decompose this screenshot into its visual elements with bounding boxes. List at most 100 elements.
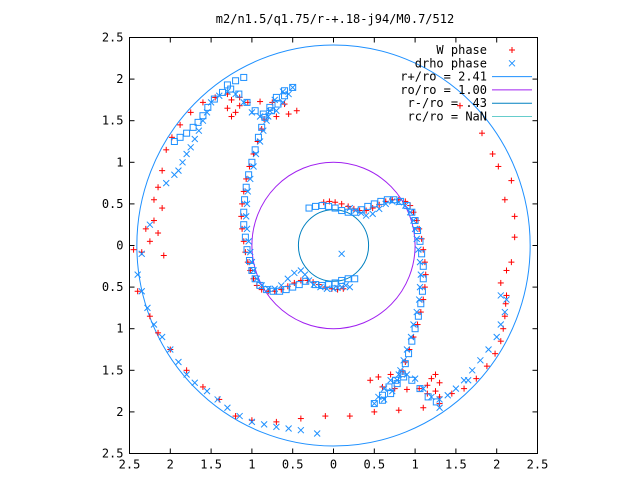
point-1-12 [284,275,292,283]
point-2-30 [256,281,264,289]
point-0-138 [346,413,353,420]
point-2-88 [392,376,400,384]
point-1-97 [415,296,423,303]
point-1-108 [375,393,382,401]
point-2-64 [183,129,191,137]
point-0-62 [489,150,496,157]
point-0-37 [424,382,431,389]
point-1-0 [346,283,354,291]
point-1-26 [246,175,254,183]
point-2-33 [245,256,253,264]
point-0-17 [416,225,423,232]
point-0-45 [461,385,468,392]
point-0-24 [417,309,424,316]
point-0-90 [246,163,253,170]
point-1-49 [195,127,203,135]
point-2-38 [241,196,249,204]
point-0-25 [414,321,421,328]
point-0-47 [483,363,490,370]
point-1-53 [179,158,186,166]
point-2-35 [241,233,249,241]
point-2-39 [242,183,250,191]
point-1-35 [289,84,297,91]
point-1-27 [250,163,257,170]
point-2-44 [258,123,266,131]
point-2-68 [411,217,419,225]
point-2-6 [344,208,352,216]
point-0-63 [479,130,486,137]
y-tick-label-9: 2 [116,72,123,86]
point-2-77 [411,325,419,333]
point-2-19 [331,279,339,287]
point-0-83 [242,249,249,256]
point-1-123 [493,333,501,341]
point-2-92 [424,393,432,401]
point-1-60 [138,287,146,295]
point-0-23 [420,296,427,303]
point-2-24 [295,281,303,289]
y-tick-label-5: 0 [116,239,123,253]
point-2-16 [312,281,320,289]
point-0-125 [130,246,137,253]
point-2-29 [263,286,271,294]
point-0-131 [199,383,206,390]
point-1-94 [416,258,424,266]
point-1-128 [436,404,443,412]
point-2-63 [189,123,197,131]
x-tick-label-6: 0.5 [363,458,385,472]
x-axis-ticks: 2.5 2 1.5 1 0.5 0 0.5 1 1.5 2 2.5 [119,37,548,472]
point-0-130 [183,367,190,374]
point-2-95 [232,77,240,85]
point-0-38 [428,375,435,382]
point-0-19 [420,246,427,253]
point-0-84 [240,238,247,245]
point-0-86 [238,213,245,220]
point-0-122 [146,238,153,245]
point-2-56 [235,90,243,98]
legend-marker-0 [509,47,515,53]
point-0-116 [155,184,162,191]
point-2-71 [418,250,426,258]
point-0-133 [232,413,239,420]
point-1-72 [248,418,256,426]
point-2-8 [357,206,365,214]
point-1-82 [362,212,370,219]
point-0-136 [297,415,304,422]
point-2-87 [385,383,393,391]
point-1-69 [214,396,221,403]
point-1-51 [187,143,195,151]
x-tick-label-8: 1.5 [445,458,467,472]
point-0-51 [501,313,508,320]
x-tick-label-3: 1 [248,458,255,472]
point-1-125 [501,308,509,316]
point-1-7 [310,281,318,288]
legend-label-1: drho phase [415,56,487,70]
point-0-87 [239,200,246,207]
point-2-37 [240,208,248,216]
y-tick-label-1: 2 [116,405,123,419]
point-1-18 [250,267,257,274]
point-0-16 [413,217,420,224]
point-2-78 [408,337,416,345]
point-1-19 [248,258,256,266]
point-1-55 [171,171,178,179]
circle-1 [251,161,416,330]
point-0-15 [410,209,417,216]
point-2-7 [351,208,359,216]
point-0-18 [418,235,425,242]
point-1-126 [503,296,510,303]
point-0-104 [228,113,235,120]
point-0-46 [473,375,480,382]
point-2-18 [325,281,333,289]
point-1-57 [146,221,154,229]
point-2-21 [344,275,352,283]
circle-2 [297,209,370,282]
point-2-61 [199,112,207,120]
point-0-61 [495,163,502,170]
point-2-66 [170,138,178,145]
point-0-114 [163,146,170,153]
legend-entry-0: W phase [436,43,515,57]
point-1-63 [158,333,166,341]
point-0-39 [432,371,439,378]
